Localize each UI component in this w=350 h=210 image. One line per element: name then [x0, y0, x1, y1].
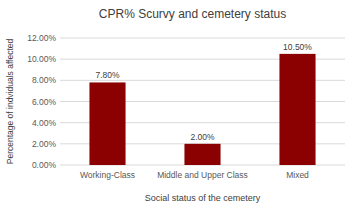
bar: [184, 144, 220, 165]
y-tick-label: 12.00%: [27, 33, 56, 43]
title: CPR% Scurvy and cemetery status: [99, 7, 286, 21]
grid: [60, 38, 345, 165]
bars: [89, 54, 315, 165]
bar: [279, 54, 315, 165]
x-tick-label: Working-Class: [80, 170, 135, 180]
x-tick-label: Middle and Upper Class: [157, 170, 248, 180]
y-tick-label: 10.00%: [27, 54, 56, 64]
x-axis-label: Social status of the cemetery: [145, 193, 261, 203]
data-label: 2.00%: [190, 132, 215, 142]
grid-line: [60, 38, 345, 39]
y-tick-label: 4.00%: [32, 118, 57, 128]
y-tick-label: 8.00%: [32, 75, 57, 85]
data-label: 7.80%: [95, 70, 120, 80]
x-tick-label: Mixed: [286, 170, 309, 180]
y-tick-label: 0.00%: [32, 160, 57, 170]
y-tick-label: 6.00%: [32, 97, 57, 107]
data-label: 10.50%: [283, 42, 312, 52]
y-axis-label: Percentage of indviduals affected: [5, 38, 15, 164]
y-tick-label: 2.00%: [32, 139, 57, 149]
chart: CPR% Scurvy and cemetery status Percentag…: [0, 0, 350, 210]
bar: [89, 82, 125, 165]
